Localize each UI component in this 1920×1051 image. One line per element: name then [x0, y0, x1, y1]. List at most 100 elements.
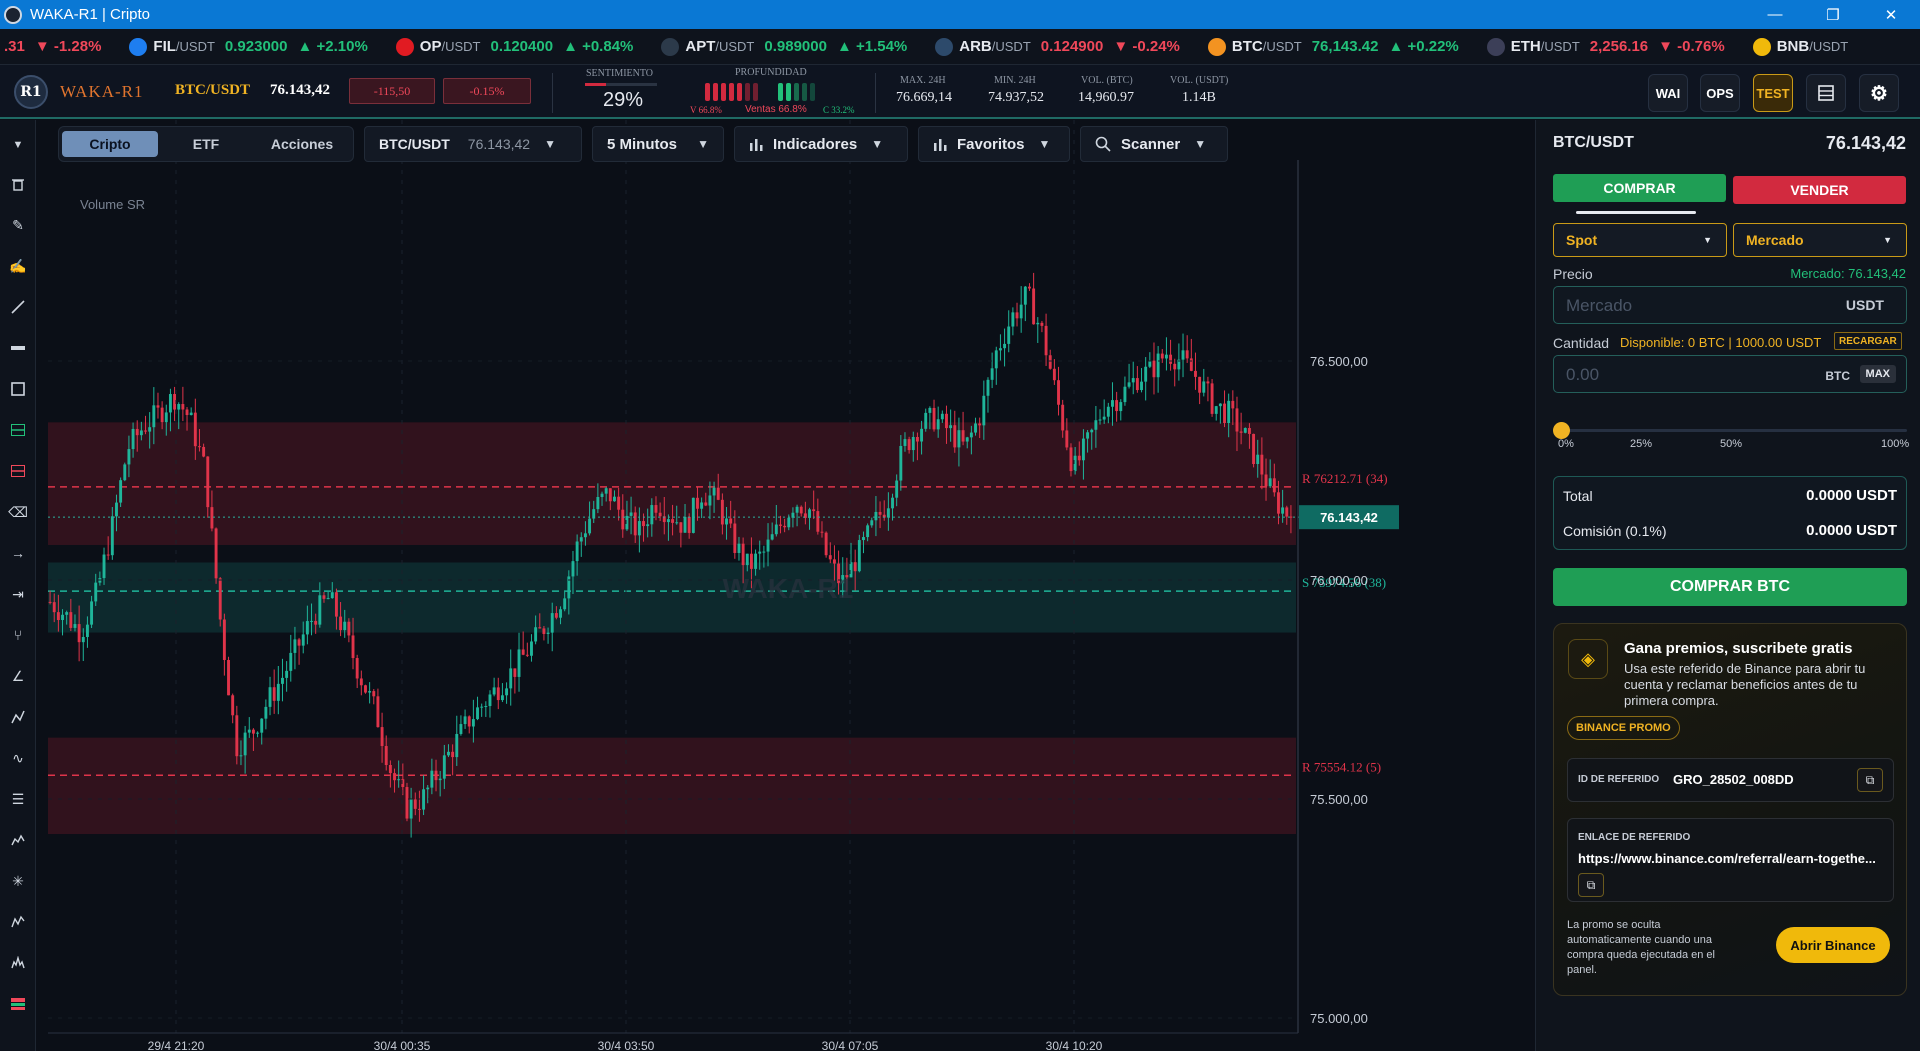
- candle-body: [994, 350, 998, 369]
- candle-body: [766, 539, 770, 552]
- long-position-icon[interactable]: [7, 419, 29, 441]
- candle-body: [110, 516, 114, 556]
- segment-cripto[interactable]: Cripto: [62, 131, 158, 157]
- segment-etf[interactable]: ETF: [192, 136, 220, 152]
- eraser-icon[interactable]: ⌫: [8, 503, 28, 520]
- polyline-icon[interactable]: [7, 706, 29, 728]
- recharge-button[interactable]: RECARGAR: [1834, 332, 1902, 350]
- candle-body: [1081, 438, 1085, 461]
- candle-body: [1277, 492, 1280, 514]
- candle-body: [633, 512, 637, 536]
- slider-track: [1561, 429, 1907, 432]
- indicator-color-icon[interactable]: [7, 993, 29, 1015]
- slider-thumb[interactable]: [1553, 422, 1570, 439]
- logo: R1: [14, 75, 48, 109]
- ticker-item[interactable]: APT/USDT 0.989000 ▲ +1.54%: [661, 37, 907, 56]
- amount-slider[interactable]: [1553, 420, 1907, 440]
- candle-body: [123, 464, 127, 481]
- settings-button[interactable]: ⚙: [1859, 74, 1899, 112]
- ticker-item[interactable]: ARB/USDT 0.124900 ▼ -0.24%: [935, 37, 1180, 56]
- sell-tab[interactable]: VENDER: [1733, 176, 1906, 204]
- copy-link-button[interactable]: ⧉: [1578, 873, 1604, 897]
- max-button[interactable]: MAX: [1859, 365, 1896, 383]
- elliott-icon[interactable]: [7, 911, 29, 933]
- candle-body: [521, 649, 525, 655]
- test-button[interactable]: TEST: [1753, 74, 1793, 112]
- short-position-icon[interactable]: [7, 460, 29, 482]
- ticker-item[interactable]: FIL/USDT 0.923000 ▲ +2.10%: [129, 37, 368, 56]
- ticker-item[interactable]: BNB/USDT: [1752, 37, 1869, 56]
- ticker-item[interactable]: OP/USDT 0.120400 ▲ +0.84%: [395, 37, 633, 56]
- window-title: WAKA-R1 | Cripto: [30, 6, 151, 23]
- price-input[interactable]: Mercado USDT: [1553, 286, 1907, 324]
- segment-acciones[interactable]: Acciones: [270, 136, 334, 152]
- pencil-icon[interactable]: ✎: [12, 216, 24, 233]
- candle-body: [745, 553, 749, 566]
- candle-body: [459, 724, 463, 734]
- open-binance-button[interactable]: Abrir Binance: [1776, 927, 1890, 963]
- candlestick-chart[interactable]: R 76212.71 (34) S 75974.56 (38) R 75554.12…: [48, 120, 1530, 1051]
- ops-button[interactable]: OPS: [1700, 74, 1740, 112]
- wai-button[interactable]: WAI: [1648, 74, 1688, 112]
- brush-icon[interactable]: ✍: [9, 257, 27, 274]
- candle-body: [326, 598, 330, 600]
- candle-body: [347, 621, 351, 636]
- candle-body: [799, 506, 803, 514]
- trash-icon[interactable]: [7, 173, 29, 195]
- candle-body: [613, 496, 616, 502]
- maximize-button[interactable]: ❐: [1826, 6, 1840, 24]
- candle-body: [637, 521, 641, 536]
- candle-body: [1268, 478, 1272, 487]
- ticker-item[interactable]: BTC/USDT 76,143.42 ▲ +0.22%: [1207, 37, 1459, 56]
- fork-icon[interactable]: ⑂: [13, 627, 23, 643]
- candle-body: [932, 407, 936, 430]
- pattern-icon[interactable]: [7, 829, 29, 851]
- close-button[interactable]: ✕: [1884, 6, 1898, 24]
- zone-label: R 76212.71 (34): [1302, 471, 1388, 486]
- abcd-icon[interactable]: ✳: [12, 872, 24, 889]
- candle-body: [974, 423, 977, 433]
- ticker-item[interactable]: ETH/USDT 2,256.16 ▼ -0.76%: [1486, 37, 1725, 56]
- angle-icon[interactable]: ∠: [11, 667, 25, 684]
- candle-body: [500, 695, 504, 701]
- candle-body: [1285, 507, 1289, 517]
- candle-body: [513, 668, 517, 677]
- price-chart[interactable]: R 76212.71 (34) S 75974.56 (38) R 75554.12…: [48, 120, 1530, 1051]
- title-bar: WAKA-R1 | Cripto — ❐ ✕: [0, 0, 1920, 29]
- candle-body: [525, 654, 529, 656]
- rectangle-icon[interactable]: [7, 378, 29, 400]
- wave-icon[interactable]: ∿: [12, 749, 24, 766]
- buy-btc-button[interactable]: COMPRAR BTC: [1553, 568, 1907, 606]
- collapse-tools-icon[interactable]: ▼: [12, 139, 24, 151]
- ruler-icon[interactable]: [7, 337, 29, 359]
- candle-body: [546, 632, 550, 635]
- range-icon[interactable]: ⇥: [12, 585, 24, 602]
- candle-body: [762, 551, 766, 553]
- head-shoulders-icon[interactable]: [7, 952, 29, 974]
- account-type-select[interactable]: Spot ▼: [1553, 223, 1727, 257]
- candle-body: [1057, 380, 1060, 405]
- candle-body: [563, 598, 567, 610]
- candle-body: [359, 678, 363, 686]
- minimize-button[interactable]: —: [1767, 6, 1783, 23]
- ticker-change: ▲ +0.22%: [1388, 38, 1459, 55]
- indicators-button[interactable]: Indicadores ▼: [734, 126, 908, 162]
- ticker-price: 0.120400: [490, 38, 554, 55]
- quantity-input[interactable]: 0.00 BTC MAX: [1553, 355, 1907, 393]
- pair-selector[interactable]: BTC/USDT 76.143,42 ▼: [364, 126, 582, 162]
- fibonacci-icon[interactable]: ☰: [11, 790, 25, 807]
- buy-tab[interactable]: COMPRAR: [1553, 174, 1726, 202]
- favorites-button[interactable]: Favoritos ▼: [918, 126, 1070, 162]
- scanner-button[interactable]: Scanner ▼: [1080, 126, 1228, 162]
- candle-body: [1094, 420, 1098, 430]
- candle-body: [998, 348, 1002, 351]
- candle-body: [969, 432, 973, 438]
- ticker-item[interactable]: .31 ▼ -1.28%: [4, 38, 101, 55]
- order-type-select[interactable]: Mercado ▼: [1733, 223, 1907, 257]
- copy-id-button[interactable]: ⧉: [1857, 768, 1883, 792]
- interval-selector[interactable]: 5 Minutos ▼: [592, 126, 724, 162]
- arrow-icon[interactable]: →: [11, 545, 25, 561]
- layout-button[interactable]: [1806, 74, 1846, 112]
- trendline-icon[interactable]: [7, 296, 29, 318]
- candle-body: [650, 505, 654, 525]
